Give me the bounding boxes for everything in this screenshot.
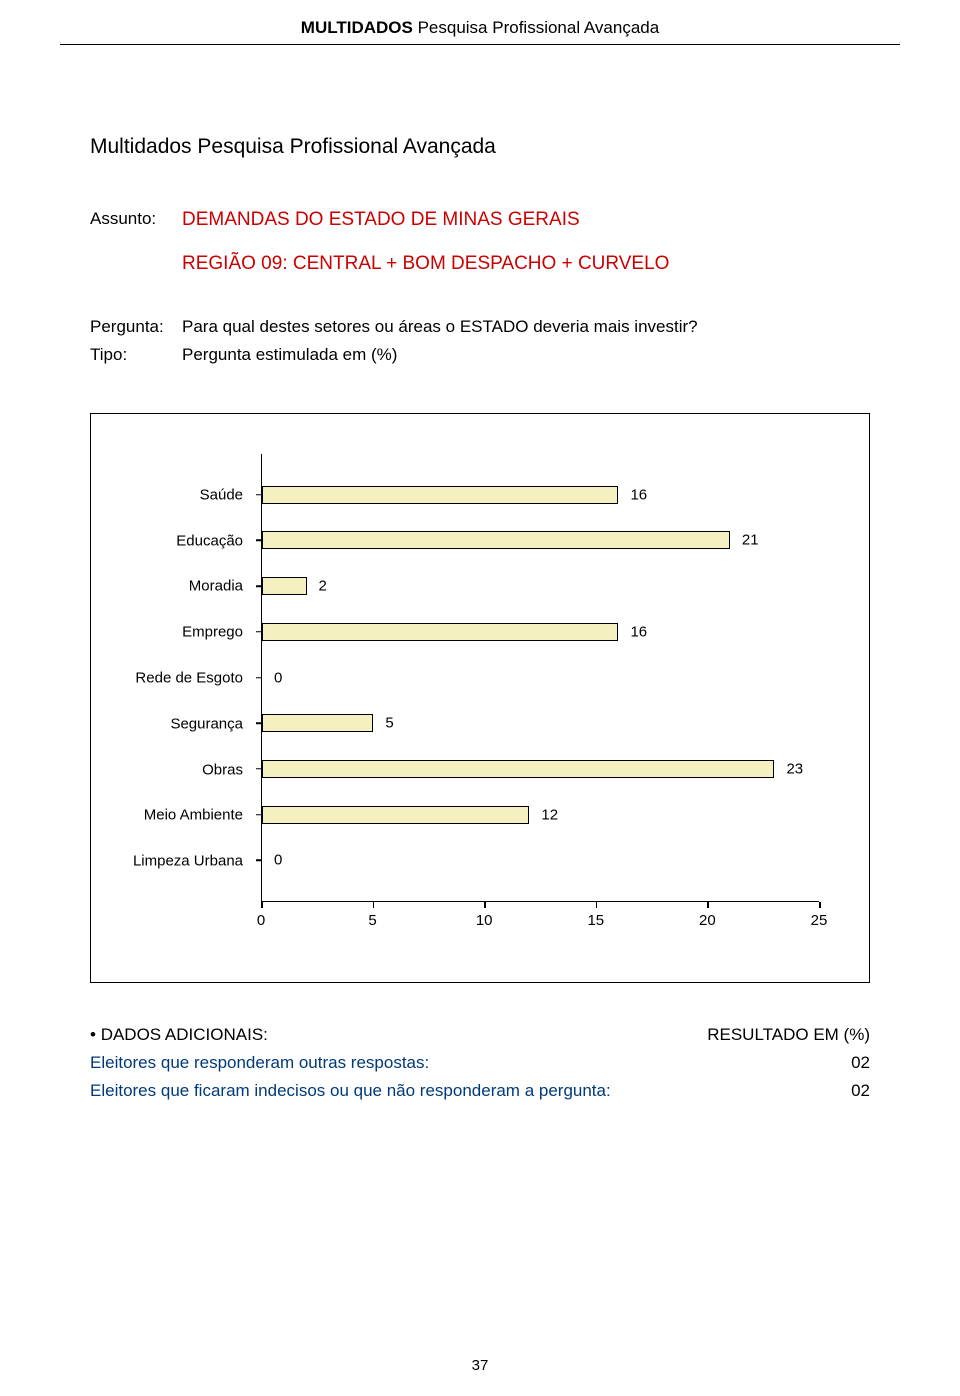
footer-row-label: Eleitores que responderam outras respost…	[90, 1053, 429, 1073]
tipo-label: Tipo:	[90, 345, 170, 365]
chart-bar	[262, 623, 618, 641]
y-axis-label: Rede de Esgoto	[135, 670, 243, 687]
meta-block-2: Pergunta: Para qual destes setores ou ár…	[90, 317, 870, 365]
regiao-value: REGIÃO 09: CENTRAL + BOM DESPACHO + CURV…	[182, 253, 669, 275]
x-tick-label: 15	[587, 912, 604, 929]
tipo-value: Pergunta estimulada em (%)	[182, 345, 397, 365]
footer-row-label: Eleitores que ficaram indecisos ou que n…	[90, 1081, 611, 1101]
bar-value-label: 0	[274, 852, 282, 869]
bullet-icon: •	[90, 1025, 96, 1044]
x-tick	[484, 902, 486, 908]
footer-block: • DADOS ADICIONAIS: RESULTADO EM (%) Ele…	[90, 1025, 870, 1101]
x-tick-label: 5	[368, 912, 376, 929]
x-tick	[261, 902, 263, 908]
x-tick	[707, 902, 709, 908]
chart-bar	[262, 714, 373, 732]
y-axis-label: Obras	[202, 761, 243, 778]
footer-data-row: Eleitores que responderam outras respost…	[90, 1053, 870, 1073]
x-tick-label: 0	[257, 912, 265, 929]
y-axis-labels: Saúde Educação Moradia Emprego Rede de Esgot…	[131, 454, 251, 902]
y-tick	[256, 677, 262, 679]
content-area: Multidados Pesquisa Profissional Avançad…	[0, 135, 960, 1101]
y-axis-label: Meio Ambiente	[144, 807, 243, 824]
chart-bar	[262, 486, 618, 504]
header-rule	[60, 44, 900, 45]
bar-value-label: 16	[630, 623, 647, 640]
assunto-spacer	[90, 253, 170, 275]
footer-header-right: RESULTADO EM (%)	[707, 1025, 870, 1045]
chart-frame: Saúde Educação Moradia Emprego Rede de Esgot…	[90, 413, 870, 983]
meta-block-1: Assunto: DEMANDAS DO ESTADO DE MINAS GER…	[90, 209, 870, 275]
bar-value-label: 16	[630, 486, 647, 503]
page-header: MULTIDADOS Pesquisa Profissional Avançad…	[0, 0, 960, 38]
y-axis-label: Educação	[176, 532, 243, 549]
pergunta-label: Pergunta:	[90, 317, 170, 337]
page-title: Multidados Pesquisa Profissional Avançad…	[90, 135, 870, 159]
chart-bar	[262, 760, 774, 778]
chart-area: Saúde Educação Moradia Emprego Rede de Esgot…	[131, 454, 829, 942]
chart-bar	[262, 806, 529, 824]
y-tick	[256, 860, 262, 862]
bar-value-label: 2	[319, 578, 327, 595]
footer-header-text: DADOS ADICIONAIS:	[101, 1025, 268, 1044]
y-axis-label: Emprego	[182, 624, 243, 641]
x-tick	[373, 902, 375, 908]
chart-bar	[262, 577, 307, 595]
assunto-label: Assunto:	[90, 209, 170, 231]
x-axis-ticks: 0510152025	[261, 902, 819, 942]
x-tick	[819, 902, 821, 908]
x-tick-label: 25	[811, 912, 828, 929]
pergunta-value: Para qual destes setores ou áreas o ESTA…	[182, 317, 698, 337]
footer-header-left: • DADOS ADICIONAIS:	[90, 1025, 268, 1045]
x-tick-label: 10	[476, 912, 493, 929]
bar-value-label: 23	[786, 760, 803, 777]
x-tick-label: 20	[699, 912, 716, 929]
bar-value-label: 12	[541, 806, 558, 823]
y-axis-label: Moradia	[189, 578, 243, 595]
assunto-value: DEMANDAS DO ESTADO DE MINAS GERAIS	[182, 209, 580, 231]
chart-bar	[262, 531, 730, 549]
footer-row-value: 02	[851, 1053, 870, 1073]
bar-value-label: 5	[385, 715, 393, 732]
x-tick	[596, 902, 598, 908]
y-axis-label: Limpeza Urbana	[133, 853, 243, 870]
plot-area: 16 21 2 16 0 5 23 12 0	[261, 454, 819, 902]
y-axis-label: Saúde	[200, 486, 243, 503]
footer-row-value: 02	[851, 1081, 870, 1101]
bar-value-label: 0	[274, 669, 282, 686]
footer-data-row: Eleitores que ficaram indecisos ou que n…	[90, 1081, 870, 1101]
page-number: 37	[472, 1357, 489, 1374]
bar-value-label: 21	[742, 532, 759, 549]
brand-sub: Pesquisa Profissional Avançada	[418, 18, 660, 37]
y-axis-label: Segurança	[170, 715, 243, 732]
brand-name: MULTIDADOS	[301, 18, 413, 37]
